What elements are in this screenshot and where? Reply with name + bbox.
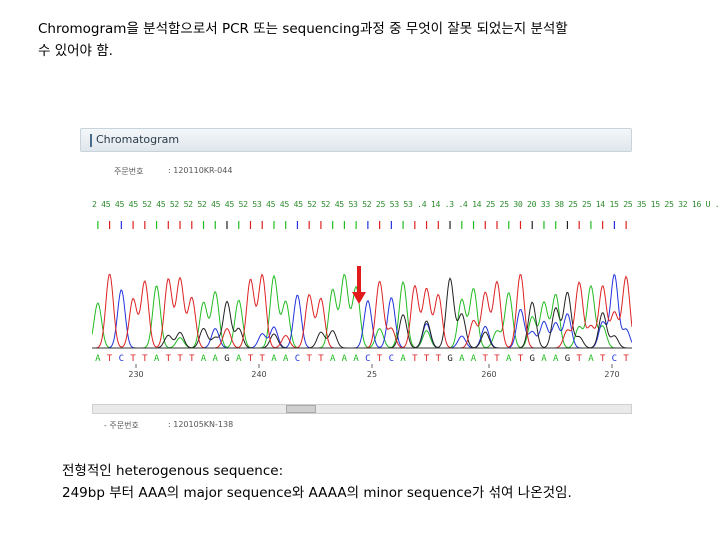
base-call: A [271,354,277,364]
order-number-label-1: 주문번호 [114,167,144,176]
base-tick-marks [97,221,627,229]
order-number-label-2: - 주문번호 [104,421,139,430]
header-accent-bar [90,134,92,147]
base-call: A [459,354,465,364]
base-call: T [377,354,383,364]
horizontal-scrollbar[interactable] [92,404,632,414]
panel-title: Chromatogram [96,133,180,146]
base-call: G [447,354,452,364]
base-call: A [330,354,336,364]
chromatogram-panel: Chromatogram [80,128,632,424]
base-call: T [494,354,500,364]
base-call: T [436,354,442,364]
base-call: A [95,354,101,364]
position-label: 260 [481,370,496,379]
base-call: T [318,354,324,364]
trace-a [92,273,632,349]
base-call: C [119,354,124,364]
order-number-value-1: : 120110KR-044 [168,166,233,175]
base-call: A [283,354,289,364]
base-call: G [565,354,570,364]
base-call: A [236,354,242,364]
base-call: A [541,354,547,364]
base-call: A [201,354,207,364]
base-call: A [353,354,359,364]
base-call: C [365,354,370,364]
scrollbar-thumb[interactable] [286,405,316,413]
base-call: A [213,354,219,364]
base-call: A [553,354,559,364]
base-call: C [612,354,617,364]
bottom-description: 전형적인 heterogenous sequence: 249bp 부터 AAA… [62,460,572,504]
order-number-value-2: : 120105KN-138 [168,420,234,429]
position-label: 25 [367,370,377,379]
base-call: T [576,354,582,364]
quality-score-row: 2 45 45 45 52 45 52 52 52 45 45 52 53 45… [92,199,720,209]
base-call: T [518,354,524,364]
base-call: T [177,354,183,364]
bottom-description-line-1: 전형적인 heterogenous sequence: [62,463,284,479]
base-call: A [342,354,348,364]
base-call: A [588,354,594,364]
red-arrow-indicator [352,266,366,310]
base-call: T [166,354,172,364]
base-call: T [130,354,136,364]
base-call: T [248,354,254,364]
bottom-description-line-2: 249bp 부터 AAA의 major sequence와 AAAA의 mino… [62,485,572,501]
base-call: T [107,354,113,364]
base-call: A [471,354,477,364]
base-call: T [306,354,312,364]
chromatogram-panel-header: Chromatogram [80,128,632,152]
top-description-line-2: 수 있어야 함. [38,43,113,59]
base-call: T [483,354,489,364]
base-call: A [506,354,512,364]
base-call: A [154,354,160,364]
position-labels: 230 240 25 260 270 [128,364,620,379]
base-call: T [412,354,418,364]
position-label: 270 [604,370,619,379]
base-call: C [295,354,300,364]
base-call: T [623,354,629,364]
base-call: G [530,354,535,364]
base-call: A [400,354,406,364]
top-description-line-1: Chromogram을 분석함으로서 PCR 또는 sequencing과정 중… [38,21,568,37]
top-description: Chromogram을 분석함으로서 PCR 또는 sequencing과정 중… [38,18,698,62]
position-label: 240 [251,370,266,379]
position-label: 230 [128,370,143,379]
base-call: T [189,354,195,364]
base-call: T [600,354,606,364]
base-call: G [224,354,229,364]
base-call: T [142,354,148,364]
base-call: C [389,354,394,364]
base-call: T [424,354,430,364]
base-call: T [260,354,266,364]
